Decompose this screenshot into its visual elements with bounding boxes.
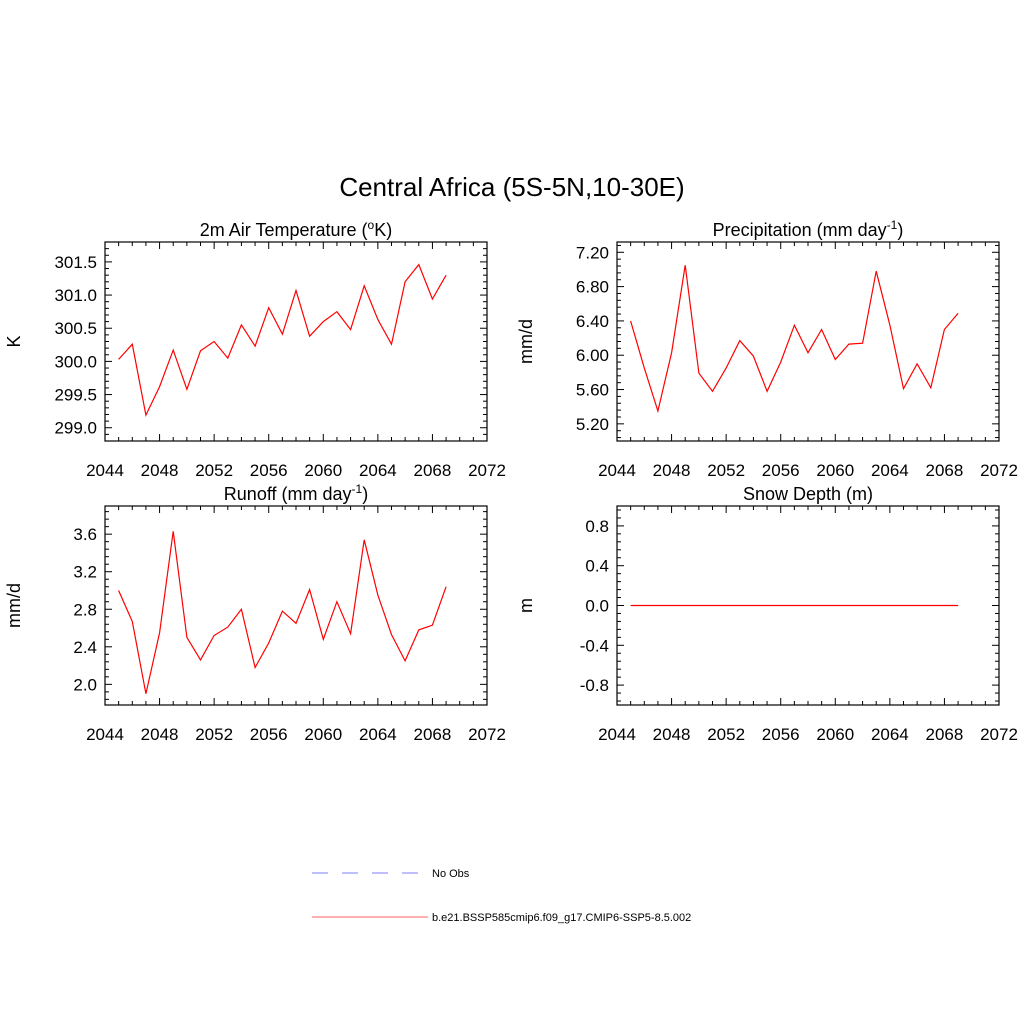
x-tick-label: 2068 (414, 461, 452, 480)
x-tick-label: 2072 (468, 725, 506, 744)
y-axis-label: K (4, 335, 24, 347)
x-tick-label: 2048 (141, 725, 179, 744)
y-tick-label: -0.4 (580, 636, 609, 655)
x-tick-label: 2072 (980, 461, 1018, 480)
x-tick-label: 2064 (871, 461, 909, 480)
x-tick-label: 2048 (141, 461, 179, 480)
y-axis-label: m (516, 598, 536, 613)
x-tick-label: 2044 (86, 461, 124, 480)
panel-title-main: Snow Depth (m) (743, 484, 873, 504)
y-tick-label: 5.20 (576, 415, 609, 434)
panel-title-main: Runoff (mm day (224, 484, 352, 504)
x-tick-label: 2052 (195, 461, 233, 480)
plot-frame (104, 241, 488, 442)
series-line (118, 263, 447, 417)
x-tick-label: 2056 (762, 725, 800, 744)
x-tick-label: 2060 (816, 461, 854, 480)
x-tick-label: 2064 (359, 725, 397, 744)
legend-label: b.e21.BSSP585cmip6.f09_g17.CMIP6-SSP5-8.… (432, 912, 691, 924)
panel-title-superscript: -1 (887, 218, 898, 232)
y-tick-label: 299.5 (54, 386, 97, 405)
panel-title: Snow Depth (m) (743, 484, 873, 504)
x-tick-label: 2072 (468, 461, 506, 480)
y-tick-label: -0.8 (580, 676, 609, 695)
x-tick-label: 2068 (926, 461, 964, 480)
y-tick-label: 6.40 (576, 312, 609, 331)
series-line (630, 265, 959, 414)
plot-frame (104, 505, 488, 706)
x-tick-label: 2060 (816, 725, 854, 744)
x-tick-label: 2064 (871, 725, 909, 744)
x-tick-label: 2048 (653, 725, 691, 744)
y-tick-label: 301.5 (54, 253, 97, 272)
y-tick-label: 299.0 (54, 419, 97, 438)
y-tick-label: 0.8 (585, 517, 609, 536)
y-tick-label: 6.80 (576, 278, 609, 297)
chart-panel-4: 2044 2048 2052 2056 2060 2064 2068 2072 -0.8 -0.4… (516, 484, 1018, 744)
y-tick-label: 7.20 (576, 243, 609, 262)
panel-title-suffix: K) (374, 220, 392, 240)
x-tick-label: 2044 (86, 725, 124, 744)
x-tick-label: 2044 (598, 461, 636, 480)
x-tick-label: 2056 (250, 461, 288, 480)
y-tick-label: 300.5 (54, 319, 97, 338)
x-tick-label: 2060 (304, 461, 342, 480)
x-tick-label: 2056 (762, 461, 800, 480)
y-tick-label: 2.8 (73, 600, 97, 619)
x-tick-label: 2052 (707, 461, 745, 480)
y-tick-label: 3.2 (73, 563, 97, 582)
panel-title-superscript: o (368, 218, 375, 232)
x-tick-label: 2048 (653, 461, 691, 480)
panel-title: 2m Air Temperature (oK) (200, 218, 392, 240)
x-tick-label: 2052 (707, 725, 745, 744)
x-tick-label: 2068 (926, 725, 964, 744)
legend: No Obs b.e21.BSSP585cmip6.f09_g17.CMIP6-S… (312, 868, 691, 924)
y-tick-label: 5.60 (576, 381, 609, 400)
y-tick-label: 0.4 (585, 557, 609, 576)
x-tick-label: 2044 (598, 725, 636, 744)
y-tick-label: 3.6 (73, 525, 97, 544)
x-tick-label: 2072 (980, 725, 1018, 744)
panel-title: Runoff (mm day-1) (224, 482, 368, 504)
y-tick-label: 0.0 (585, 597, 609, 616)
chart-panel-3: 2044 2048 2052 2056 2060 2064 2068 2072 2.0 2.4 2.… (4, 482, 506, 744)
series-line (118, 531, 447, 694)
x-tick-label: 2060 (304, 725, 342, 744)
panel-title-suffix: ) (897, 220, 903, 240)
x-tick-label: 2068 (414, 725, 452, 744)
y-tick-label: 2.0 (73, 675, 97, 694)
panel-title-main: Precipitation (mm day (713, 220, 887, 240)
y-tick-label: 301.0 (54, 286, 97, 305)
legend-label: No Obs (432, 868, 470, 880)
chart-panel-2: 2044 2048 2052 2056 2060 2064 2068 2072 5.20 5.60… (516, 218, 1018, 480)
x-tick-label: 2052 (195, 725, 233, 744)
chart-panel-1: 2044 2048 2052 2056 2060 2064 2068 2072 299.0 299… (4, 218, 506, 480)
panel-title-main: 2m Air Temperature ( (200, 220, 368, 240)
y-tick-label: 300.0 (54, 352, 97, 371)
y-axis-label: mm/d (4, 583, 24, 628)
y-axis-label: mm/d (516, 319, 536, 364)
y-tick-label: 2.4 (73, 638, 97, 657)
x-tick-label: 2064 (359, 461, 397, 480)
panel-title: Precipitation (mm day-1) (713, 218, 904, 240)
figure-title: Central Africa (5S-5N,10-30E) (339, 172, 684, 202)
x-tick-label: 2056 (250, 725, 288, 744)
panel-title-superscript: -1 (352, 482, 363, 496)
y-tick-label: 6.00 (576, 346, 609, 365)
panel-title-suffix: ) (362, 484, 368, 504)
